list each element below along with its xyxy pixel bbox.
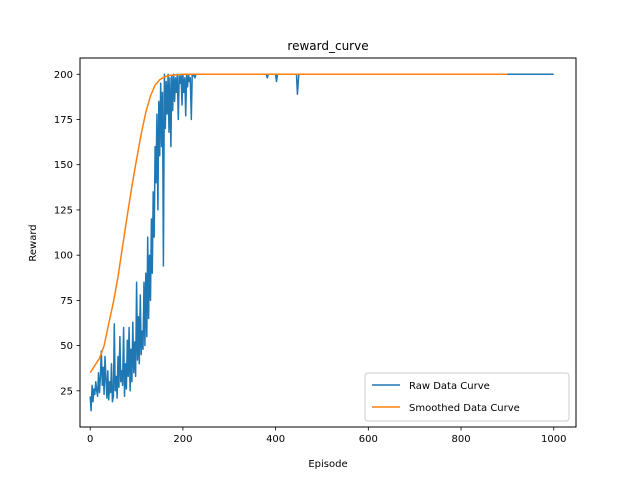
axis-ticks: 0 200 400 600 800 1000 25 50 75 100 125 150 175 200 [54,70,567,445]
y-tick-label: 100 [54,251,73,262]
y-tick-label: 25 [60,386,73,397]
x-tick-label: 400 [266,434,285,445]
series-line-smoothed [89,73,508,374]
x-tick-label: 600 [359,434,378,445]
legend-label-smoothed: Smoothed Data Curve [409,403,520,414]
y-tick-label: 200 [54,70,73,81]
y-tick-label: 175 [54,115,73,126]
x-axis-label: Episode [308,459,347,470]
y-tick-label: 75 [60,296,73,307]
legend-box [364,372,570,422]
axes-frame [79,57,577,428]
chart-title: reward_curve [287,39,368,53]
x-tick-label: 0 [87,434,93,445]
x-tick-label: 200 [173,434,192,445]
legend: Raw Data Curve Smoothed Data Curve [364,372,570,422]
plot-area [89,73,554,412]
y-tick-label: 150 [54,160,73,171]
x-tick-label: 1000 [541,434,566,445]
legend-label-raw: Raw Data Curve [409,381,490,392]
y-tick-label: 125 [54,205,73,216]
y-axis-label: Reward [28,224,39,261]
x-tick-label: 800 [451,434,470,445]
y-tick-label: 50 [60,341,73,352]
